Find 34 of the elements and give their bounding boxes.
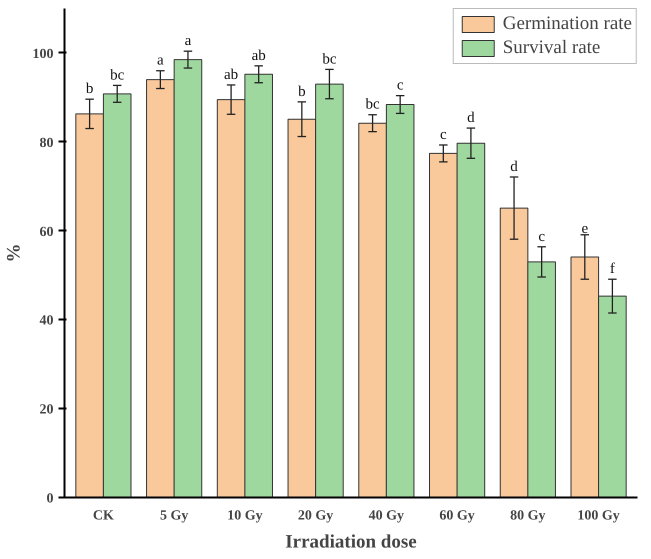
data-label: a	[184, 33, 192, 50]
data-label: d	[467, 110, 476, 126]
data-label: b	[86, 81, 94, 98]
x-tick-label: 80 Gy	[510, 508, 546, 524]
y-tick-label: 20	[40, 402, 54, 418]
data-label: ab	[224, 66, 238, 83]
legend-label: Survival rate	[502, 37, 600, 59]
data-label: f	[610, 261, 615, 278]
x-tick-label: 60 Gy	[439, 508, 475, 524]
data-label: a	[157, 52, 164, 69]
x-tick-label: 40 Gy	[368, 508, 404, 524]
y-tick-label: 40	[40, 314, 54, 329]
y-tick-label: 80	[40, 136, 54, 151]
data-label: c	[440, 126, 447, 143]
data-label: c	[396, 78, 404, 94]
y-axis-title: %	[4, 244, 24, 262]
x-axis-title: Irradiation dose	[285, 532, 417, 552]
x-tick-label: 10 Gy	[227, 508, 263, 524]
data-label: bc	[110, 67, 125, 84]
legend-label: Germination rate	[502, 13, 632, 35]
y-tick-label: 0	[46, 492, 54, 506]
data-label: bc	[322, 51, 337, 68]
y-tick-label: 60	[40, 224, 54, 240]
x-tick-label: 5 Gy	[160, 508, 188, 524]
data-label: b	[298, 84, 306, 100]
data-label: c	[538, 228, 546, 245]
data-label: d	[510, 158, 518, 175]
data-label: e	[581, 220, 588, 237]
x-tick-label: 20 Gy	[298, 508, 334, 524]
x-tick-label: 100 Gy	[577, 508, 620, 524]
y-tick-label: 100	[32, 46, 54, 62]
data-label: bc	[365, 96, 380, 113]
x-tick-label: CK	[92, 508, 114, 524]
data-label: ab	[252, 48, 266, 64]
